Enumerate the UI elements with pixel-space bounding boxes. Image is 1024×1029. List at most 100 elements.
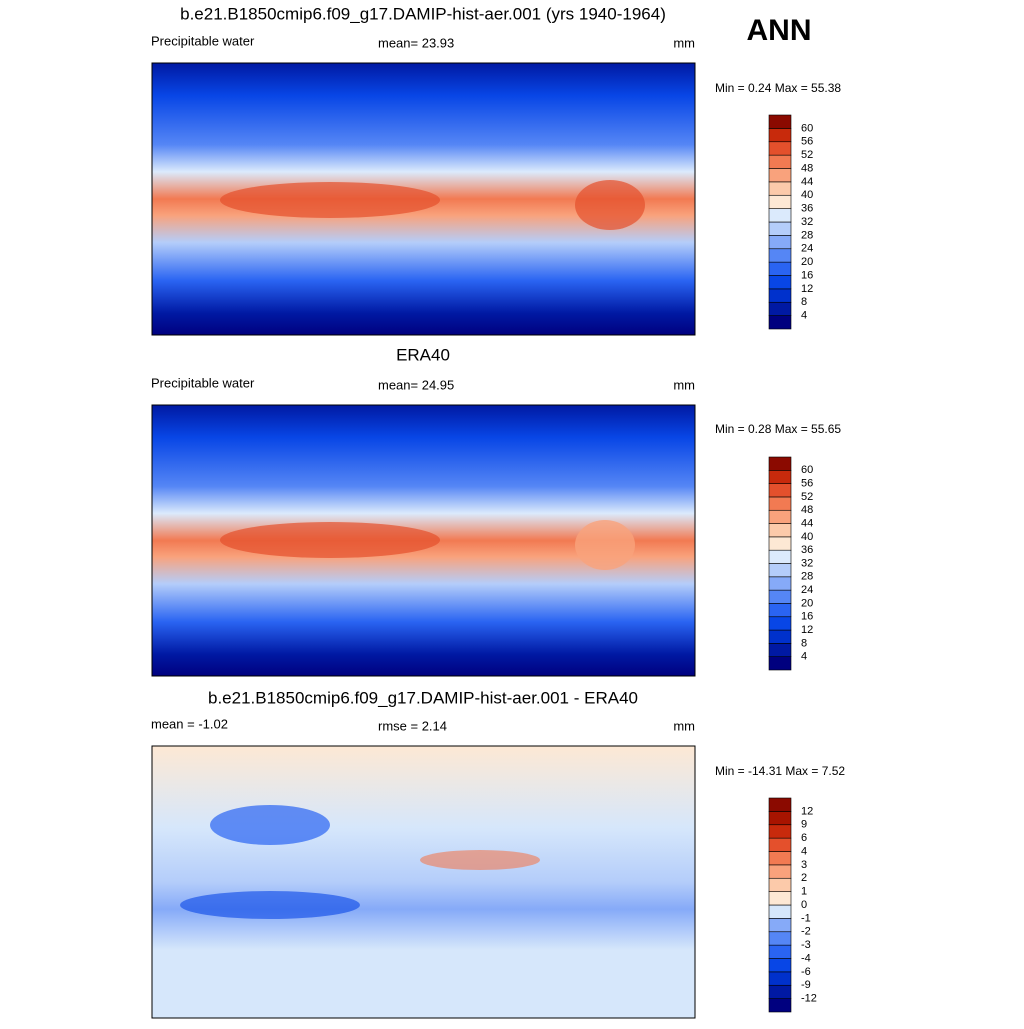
colorbar-label: 2	[801, 872, 807, 884]
left-label: Precipitable water	[151, 33, 255, 48]
colorbar-box	[768, 629, 792, 644]
colorbar-box	[768, 275, 792, 290]
colorbar-label: 40	[801, 531, 813, 543]
map-feature	[210, 805, 330, 845]
colorbar-box	[768, 168, 792, 183]
colorbar-label: 60	[801, 464, 813, 476]
colorbar-label: -9	[801, 979, 811, 991]
colorbar-label: 28	[801, 229, 813, 241]
colorbar-label: 48	[801, 162, 813, 174]
colorbar-label: 60	[801, 122, 813, 134]
panel-title: ERA40	[396, 345, 450, 364]
colorbar-box	[768, 523, 792, 538]
colorbar-box	[768, 931, 792, 946]
colorbar-label: 1	[801, 886, 807, 898]
colorbar-label: 48	[801, 504, 813, 516]
colorbar-label: 9	[801, 819, 807, 831]
colorbar-box	[768, 483, 792, 498]
colorbar-label: -12	[801, 993, 817, 1005]
map-feature	[420, 850, 540, 870]
colorbar-box	[768, 851, 792, 866]
colorbar-box	[768, 114, 792, 129]
colorbar-label: 12	[801, 805, 813, 817]
colorbar-box	[768, 221, 792, 236]
season-label: ANN	[747, 14, 812, 47]
colorbar-box	[768, 235, 792, 250]
panel-texts: b.e21.B1850cmip6.f09_g17.DAMIP-hist-aer.…	[151, 4, 845, 1013]
min-max: Min = -14.31 Max = 7.52	[715, 764, 845, 778]
map-panel	[151, 404, 696, 677]
colorbar-box	[768, 208, 792, 223]
colorbar-box	[768, 536, 792, 551]
colorbar-label: 16	[801, 269, 813, 281]
colorbar-label: -6	[801, 966, 811, 978]
colorbar-box	[768, 589, 792, 604]
map-feature	[575, 180, 645, 230]
units-label: mm	[673, 718, 695, 733]
min-max: Min = 0.24 Max = 55.38	[715, 81, 841, 95]
colorbar-box	[768, 509, 792, 524]
map	[151, 745, 696, 1019]
colorbar-box	[768, 824, 792, 839]
colorbar-label: 20	[801, 597, 813, 609]
colorbar-box	[768, 248, 792, 263]
map-panel	[151, 745, 696, 1019]
colorbar-box	[768, 918, 792, 933]
colorbar-label: 44	[801, 517, 813, 529]
colorbar-box	[768, 837, 792, 852]
center-label: mean= 24.95	[378, 377, 454, 392]
colorbar-box	[768, 811, 792, 826]
colorbar-label: 36	[801, 544, 813, 556]
colorbar-box	[768, 563, 792, 578]
units-label: mm	[673, 35, 695, 50]
colorbar-label: 24	[801, 243, 813, 255]
colorbar-box	[768, 984, 792, 999]
colorbar-box	[768, 877, 792, 892]
colorbar-box	[768, 496, 792, 511]
colorbar-box	[768, 971, 792, 986]
colorbar-box	[768, 616, 792, 631]
colorbar-box	[768, 904, 792, 919]
colorbar-label: 40	[801, 189, 813, 201]
colorbar-label: 12	[801, 283, 813, 295]
colorbar-box	[768, 301, 792, 316]
colorbar-label: -1	[801, 912, 811, 924]
colorbar-label: 44	[801, 176, 813, 188]
colorbar-box	[768, 315, 792, 330]
colorbar-label: -2	[801, 926, 811, 938]
map-panel	[151, 62, 696, 336]
min-max: Min = 0.28 Max = 55.65	[715, 422, 841, 436]
colorbar-box	[768, 456, 792, 471]
colorbar-label: 56	[801, 478, 813, 490]
map-feature	[180, 891, 360, 919]
colorbar-box	[768, 891, 792, 906]
colorbar-label: 6	[801, 832, 807, 844]
colorbar-label: 36	[801, 203, 813, 215]
center-label: mean= 23.93	[378, 35, 454, 50]
colorbar-box	[768, 864, 792, 879]
colorbar-label: 0	[801, 899, 807, 911]
colorbar-label: 8	[801, 637, 807, 649]
colorbar-label: 8	[801, 296, 807, 308]
map-feature	[220, 182, 440, 218]
colorbar-box	[768, 958, 792, 973]
colorbar-label: 12	[801, 624, 813, 636]
colorbar-label: 24	[801, 584, 813, 596]
colorbar-label: 4	[801, 310, 807, 322]
colorbar-label: 20	[801, 256, 813, 268]
colorbar-label: -3	[801, 939, 811, 951]
colorbar-label: 32	[801, 216, 813, 228]
colorbar-label: 52	[801, 149, 813, 161]
panel-title: b.e21.B1850cmip6.f09_g17.DAMIP-hist-aer.…	[180, 4, 666, 23]
left-label: Precipitable water	[151, 375, 255, 390]
colorbar-box	[768, 128, 792, 143]
colorbar-label: 16	[801, 611, 813, 623]
units-label: mm	[673, 377, 695, 392]
colorbar-box	[768, 141, 792, 156]
colorbar-box	[768, 998, 792, 1013]
map-feature	[575, 520, 635, 570]
colorbar-box	[768, 181, 792, 196]
colorbar-box	[768, 261, 792, 276]
colorbar-label: -4	[801, 952, 811, 964]
